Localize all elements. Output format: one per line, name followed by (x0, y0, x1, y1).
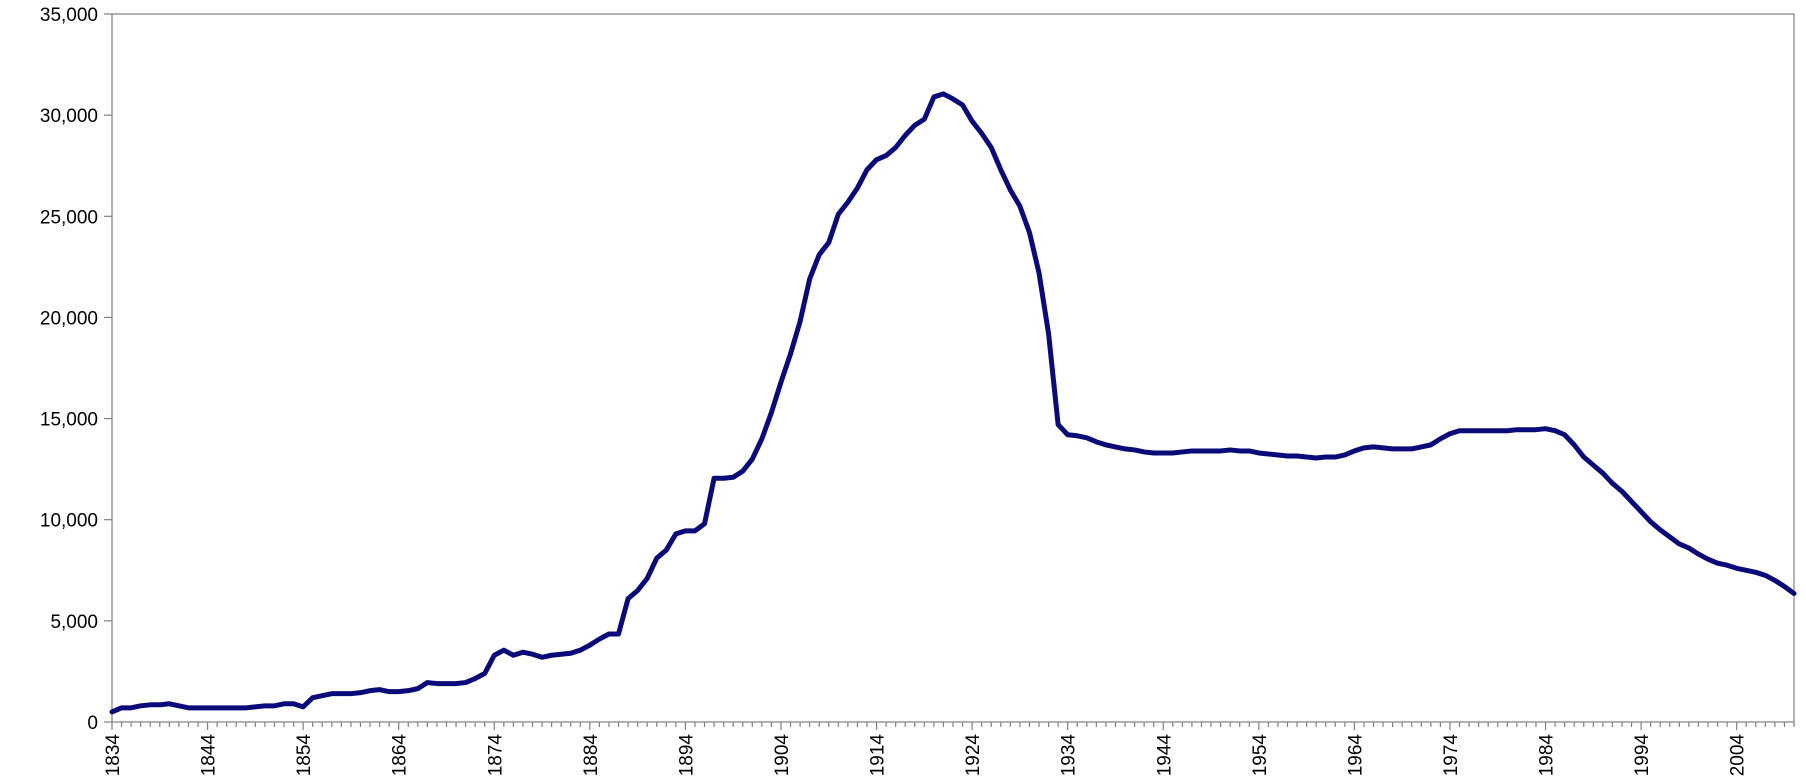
x-tick-label: 1984 (1537, 734, 1558, 777)
x-tick-label: 1954 (1250, 734, 1271, 777)
y-tick-label: 10,000 (40, 511, 98, 532)
x-tick-label: 2004 (1728, 734, 1749, 777)
x-tick-label: 1894 (676, 734, 697, 777)
y-tick-label: 15,000 (40, 410, 98, 431)
x-tick-label: 1924 (963, 734, 984, 777)
x-tick-label: 1944 (1154, 734, 1175, 777)
x-tick-label: 1844 (199, 734, 220, 777)
y-axis: 0 5,000 10,000 15,000 20,000 25,000 30,000 35,0… (40, 5, 112, 734)
x-tick-label: 1874 (485, 734, 506, 777)
y-tick-label: 30,000 (40, 106, 98, 127)
x-tick-label: 1854 (294, 734, 315, 777)
y-tick-label: 5,000 (50, 612, 98, 633)
y-tick-label: 35,000 (40, 5, 98, 26)
y-tick-label: 20,000 (40, 308, 98, 329)
x-tick-label: 1834 (103, 734, 124, 777)
x-tick-label: 1904 (772, 734, 793, 777)
series-line-0 (109, 91, 1797, 715)
x-tick-label: 1964 (1345, 734, 1366, 777)
x-tick-label: 1934 (1059, 734, 1080, 777)
x-tick-label: 1864 (390, 734, 411, 777)
x-axis: 1834 1844 1854 1864 1874 1884 1894 1904 1914 1924… (103, 722, 1795, 777)
x-tick-label: 1914 (868, 734, 889, 777)
series-layer (109, 91, 1797, 715)
x-tick-label: 1884 (581, 734, 602, 777)
y-tick-label: 25,000 (40, 207, 98, 228)
x-tick-label: 1974 (1441, 734, 1462, 777)
y-tick-label: 0 (87, 713, 98, 734)
plot-area (111, 13, 1795, 723)
x-tick-label: 1994 (1632, 734, 1653, 777)
